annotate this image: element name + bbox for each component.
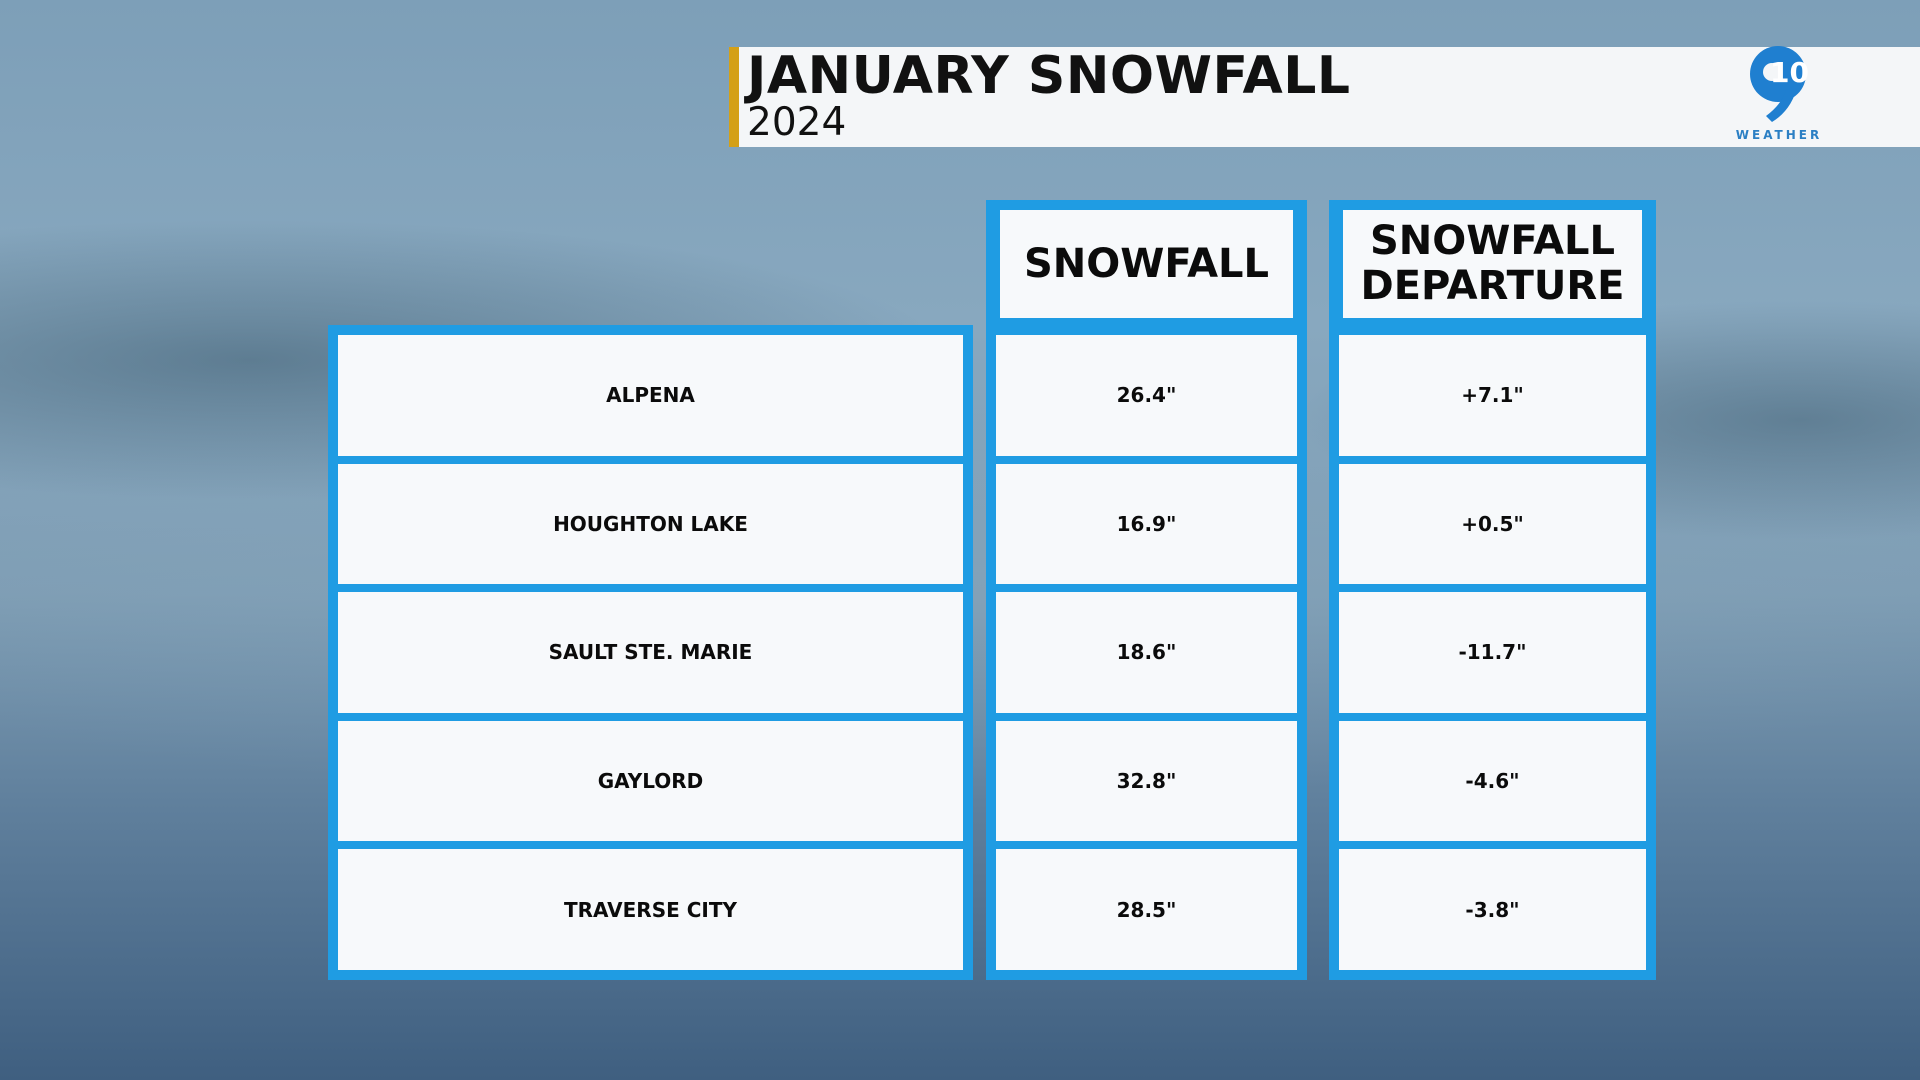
value-cell: -4.6" (1339, 720, 1646, 842)
station-name: TRAVERSE CITY (338, 849, 963, 970)
accent-bar (729, 47, 739, 147)
title: JANUARY SNOWFALL (747, 46, 1351, 106)
logo-mark (1750, 46, 1806, 122)
value-cell: 28.5" (996, 849, 1297, 970)
value-cell: +7.1" (1339, 335, 1646, 456)
column-header: SNOWFALL (1000, 210, 1293, 318)
station-name: GAYLORD (338, 720, 963, 842)
station-name: SAULT STE. MARIE (338, 592, 963, 713)
value-cell: 32.8" (996, 720, 1297, 842)
column-header: SNOWFALL DEPARTURE (1343, 210, 1642, 318)
station-name: ALPENA (338, 335, 963, 456)
subtitle: 2024 (747, 100, 847, 145)
value-cell: 18.6" (996, 592, 1297, 713)
value-cell: -3.8" (1339, 849, 1646, 970)
logo-caption: WEATHER (1735, 128, 1823, 142)
station-name: HOUGHTON LAKE (338, 463, 963, 585)
value-cell: 26.4" (996, 335, 1297, 456)
value-cell: +0.5" (1339, 463, 1646, 585)
value-cell: -11.7" (1339, 592, 1646, 713)
title-banner (729, 47, 1920, 147)
logo-number: 10 (1770, 56, 1809, 89)
value-cell: 16.9" (996, 463, 1297, 585)
